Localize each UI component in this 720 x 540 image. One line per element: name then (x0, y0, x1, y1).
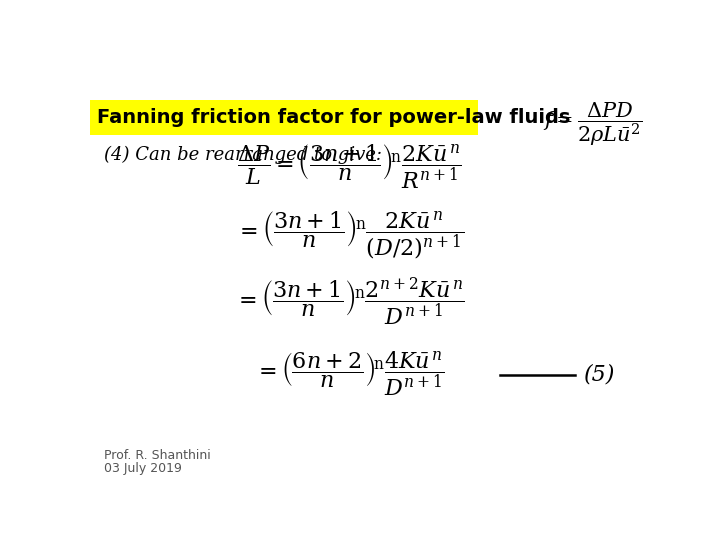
Text: $= \left(\dfrac{3n+1}{n}\right)^{\!\rm n} \dfrac{2K\bar{u}^{\,n}}{(D/2)^{n+1}}$: $= \left(\dfrac{3n+1}{n}\right)^{\!\rm n… (235, 210, 464, 261)
FancyBboxPatch shape (90, 100, 478, 136)
Text: $= \left(\dfrac{3n+1}{n}\right)^{\!\rm n} \dfrac{2^{n+2}K\bar{u}^{\,n}}{D^{n+1}}: $= \left(\dfrac{3n+1}{n}\right)^{\!\rm n… (234, 275, 465, 328)
Text: (4) Can be rearranged to give:: (4) Can be rearranged to give: (104, 146, 382, 164)
Text: Prof. R. Shanthini: Prof. R. Shanthini (104, 449, 211, 462)
Text: $f = \dfrac{\Delta PD}{2\rho L\bar{u}^{2}}$: $f = \dfrac{\Delta PD}{2\rho L\bar{u}^{2… (543, 100, 642, 148)
Text: $= \left(\dfrac{6n+2}{n}\right)^{\!\rm n} \dfrac{4K\bar{u}^{\,n}}{D^{n+1}}$: $= \left(\dfrac{6n+2}{n}\right)^{\!\rm n… (254, 350, 445, 399)
Text: (5): (5) (584, 363, 615, 386)
Text: 03 July 2019: 03 July 2019 (104, 462, 182, 475)
Text: $\dfrac{\Delta P}{L} = \left(\dfrac{3n+1}{n}\right)^{\!\rm n} \dfrac{2K\bar{u}^{: $\dfrac{\Delta P}{L} = \left(\dfrac{3n+1… (237, 142, 462, 191)
Text: Fanning friction factor for power-law fluids: Fanning friction factor for power-law fl… (96, 109, 570, 127)
